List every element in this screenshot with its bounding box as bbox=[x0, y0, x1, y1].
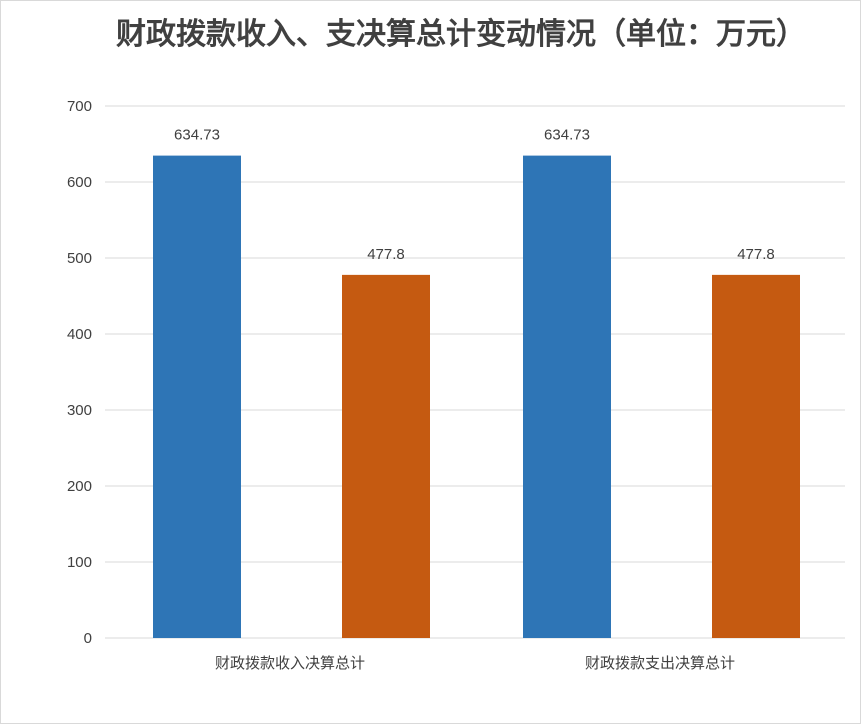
data-label: 634.73 bbox=[174, 127, 220, 144]
data-label: 477.8 bbox=[737, 246, 775, 263]
y-tick-label: 300 bbox=[67, 402, 92, 419]
bar bbox=[712, 274, 800, 638]
bar bbox=[342, 274, 430, 638]
x-category-label: 财政拨款收入决算总计 bbox=[215, 654, 365, 672]
data-label: 477.8 bbox=[367, 246, 405, 263]
y-tick-label: 600 bbox=[67, 174, 92, 191]
x-category-label: 财政拨款支出决算总计 bbox=[585, 654, 735, 672]
y-tick-label: 100 bbox=[67, 554, 92, 571]
chart-title: 财政拨款收入、支决算总计变动情况（单位：万元） bbox=[116, 17, 806, 52]
y-tick-label: 700 bbox=[67, 98, 92, 115]
y-tick-label: 200 bbox=[67, 478, 92, 495]
y-tick-label: 500 bbox=[67, 250, 92, 267]
y-tick-label: 400 bbox=[67, 326, 92, 343]
bar bbox=[153, 155, 241, 638]
bar bbox=[523, 155, 611, 638]
y-tick-label: 0 bbox=[84, 630, 92, 647]
data-label: 634.73 bbox=[544, 127, 590, 144]
